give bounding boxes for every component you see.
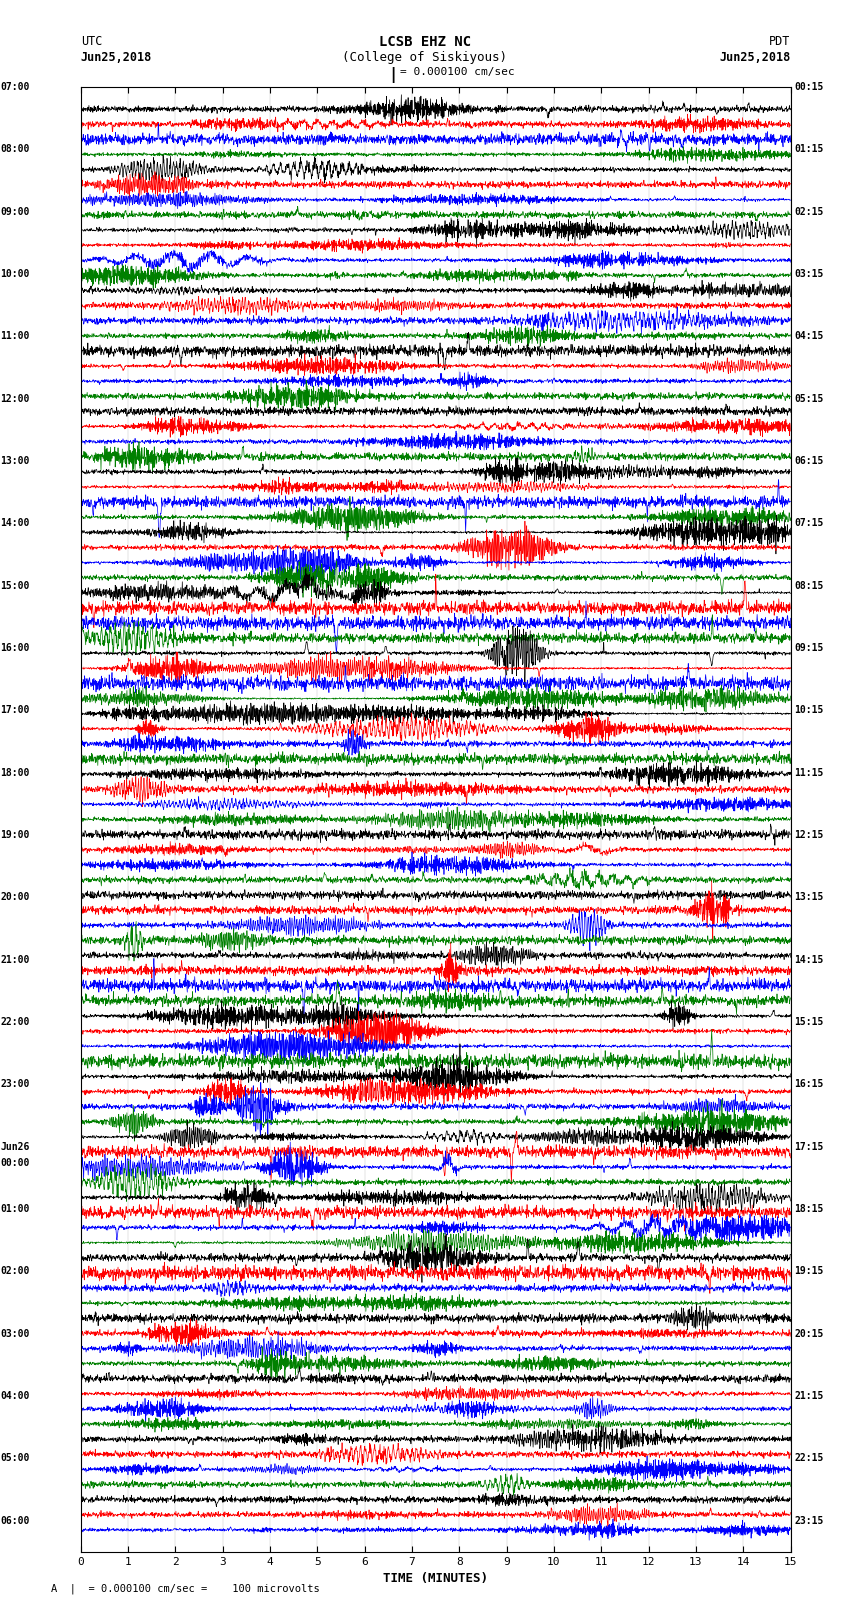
Text: 06:15: 06:15 (794, 456, 824, 466)
Text: 07:00: 07:00 (0, 82, 30, 92)
Text: 19:15: 19:15 (794, 1266, 824, 1276)
Text: 00:15: 00:15 (794, 82, 824, 92)
Text: 09:00: 09:00 (0, 206, 30, 216)
Text: 02:00: 02:00 (0, 1266, 30, 1276)
Text: Jun26: Jun26 (0, 1142, 30, 1152)
X-axis label: TIME (MINUTES): TIME (MINUTES) (383, 1573, 488, 1586)
Text: Jun25,2018: Jun25,2018 (81, 50, 152, 65)
Text: 13:15: 13:15 (794, 892, 824, 902)
Text: 06:00: 06:00 (0, 1516, 30, 1526)
Text: 12:00: 12:00 (0, 394, 30, 403)
Text: A  |  = 0.000100 cm/sec =    100 microvolts: A | = 0.000100 cm/sec = 100 microvolts (51, 1582, 320, 1594)
Text: 11:00: 11:00 (0, 331, 30, 342)
Text: 01:00: 01:00 (0, 1203, 30, 1215)
Text: 21:00: 21:00 (0, 955, 30, 965)
Text: 14:00: 14:00 (0, 518, 30, 529)
Text: 20:15: 20:15 (794, 1329, 824, 1339)
Text: 09:15: 09:15 (794, 644, 824, 653)
Text: 20:00: 20:00 (0, 892, 30, 902)
Text: 10:15: 10:15 (794, 705, 824, 715)
Text: 04:00: 04:00 (0, 1390, 30, 1402)
Text: 15:15: 15:15 (794, 1016, 824, 1027)
Text: 18:00: 18:00 (0, 768, 30, 777)
Text: 13:00: 13:00 (0, 456, 30, 466)
Text: 02:15: 02:15 (794, 206, 824, 216)
Text: Jun25,2018: Jun25,2018 (719, 50, 791, 65)
Text: 07:15: 07:15 (794, 518, 824, 529)
Text: 16:00: 16:00 (0, 644, 30, 653)
Text: 05:00: 05:00 (0, 1453, 30, 1463)
Text: |: | (388, 66, 397, 82)
Text: 00:00: 00:00 (0, 1158, 30, 1168)
Text: PDT: PDT (769, 35, 790, 48)
Text: 03:00: 03:00 (0, 1329, 30, 1339)
Text: 15:00: 15:00 (0, 581, 30, 590)
Text: = 0.000100 cm/sec: = 0.000100 cm/sec (400, 66, 514, 77)
Text: 22:00: 22:00 (0, 1016, 30, 1027)
Text: 21:15: 21:15 (794, 1390, 824, 1402)
Text: 22:15: 22:15 (794, 1453, 824, 1463)
Text: (College of Siskiyous): (College of Siskiyous) (343, 50, 507, 65)
Text: 17:00: 17:00 (0, 705, 30, 715)
Text: 01:15: 01:15 (794, 145, 824, 155)
Text: 11:15: 11:15 (794, 768, 824, 777)
Text: 08:00: 08:00 (0, 145, 30, 155)
Text: 17:15: 17:15 (794, 1142, 824, 1152)
Text: 16:15: 16:15 (794, 1079, 824, 1089)
Text: 14:15: 14:15 (794, 955, 824, 965)
Text: 18:15: 18:15 (794, 1203, 824, 1215)
Text: 23:00: 23:00 (0, 1079, 30, 1089)
Text: 19:00: 19:00 (0, 831, 30, 840)
Text: 10:00: 10:00 (0, 269, 30, 279)
Text: 23:15: 23:15 (794, 1516, 824, 1526)
Text: 03:15: 03:15 (794, 269, 824, 279)
Text: UTC: UTC (81, 35, 102, 48)
Text: LCSB EHZ NC: LCSB EHZ NC (379, 35, 471, 48)
Text: 05:15: 05:15 (794, 394, 824, 403)
Text: 08:15: 08:15 (794, 581, 824, 590)
Text: 04:15: 04:15 (794, 331, 824, 342)
Text: 12:15: 12:15 (794, 831, 824, 840)
